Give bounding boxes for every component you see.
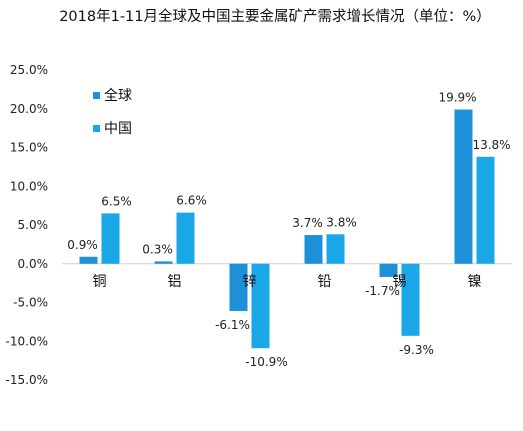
bar-global — [79, 256, 98, 264]
bar-china — [326, 234, 345, 264]
y-tick-label: 20.0% — [10, 102, 48, 116]
legend-label: 全球 — [104, 87, 132, 104]
bar-global — [229, 263, 248, 312]
data-label: -6.1% — [215, 318, 250, 332]
y-tick-label: 10.0% — [10, 179, 48, 193]
y-tick-label: -5.0% — [13, 296, 48, 310]
data-label: 13.8% — [472, 138, 510, 152]
y-tick-label: 5.0% — [18, 218, 49, 232]
bar-global — [154, 261, 173, 264]
data-label: 3.7% — [292, 216, 323, 230]
data-label: -9.3% — [399, 343, 434, 357]
y-tick-label: -10.0% — [6, 334, 48, 348]
bar-china — [251, 263, 270, 349]
legend-swatch — [93, 92, 100, 99]
bar-china — [401, 263, 420, 336]
category-label: 镍 — [468, 274, 482, 290]
data-label: 6.6% — [176, 194, 207, 208]
category-label: 铜 — [93, 274, 107, 290]
data-label: 19.9% — [438, 91, 476, 105]
bar-china — [176, 212, 195, 264]
category-label: 铝 — [168, 274, 182, 290]
data-label: -10.9% — [245, 355, 287, 369]
y-tick-label: -15.0% — [6, 373, 48, 387]
data-label: -1.7% — [365, 284, 400, 298]
category-label: 锌 — [243, 274, 257, 290]
y-tick-label: 25.0% — [10, 63, 48, 77]
bar-global — [454, 109, 473, 264]
category-label: 锡 — [393, 274, 407, 290]
chart-title: 2018年1-11月全球及中国主要金属矿产需求增长情况（单位：%） — [59, 9, 491, 25]
bar-china — [101, 213, 120, 264]
data-label: 0.9% — [67, 238, 98, 252]
data-label: 6.5% — [101, 194, 132, 208]
y-tick-label: 0.0% — [18, 257, 49, 271]
data-label: 3.8% — [326, 215, 357, 229]
legend-label: 中国 — [104, 121, 132, 137]
y-tick-label: 15.0% — [10, 141, 48, 155]
bar-global — [304, 235, 323, 264]
bar-china — [476, 156, 495, 264]
category-label: 铅 — [318, 274, 332, 290]
data-label: 0.3% — [142, 242, 173, 256]
bar-global — [379, 263, 398, 277]
legend-swatch — [93, 125, 100, 132]
